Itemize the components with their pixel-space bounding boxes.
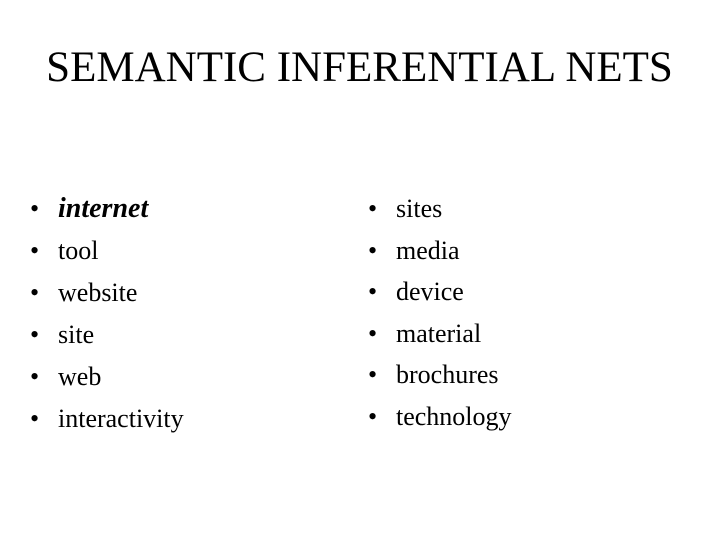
- list-item-text: material: [396, 318, 482, 348]
- list-item-text: technology: [396, 401, 512, 431]
- list-item: • tool: [30, 230, 184, 272]
- bullet-icon: •: [30, 404, 40, 433]
- list-item: • sites: [368, 188, 512, 230]
- bullet-icon: •: [368, 401, 378, 431]
- list-item: • technology: [368, 396, 512, 438]
- bullet-icon: •: [368, 318, 378, 348]
- bullet-icon: •: [30, 362, 40, 391]
- list-item-text: interactivity: [58, 404, 184, 433]
- list-item-text: device: [396, 277, 464, 306]
- slide-title: SEMANTIC INFERENTIAL NETS: [46, 44, 673, 91]
- list-item-text: sites: [396, 194, 443, 223]
- list-item: • website: [30, 272, 184, 314]
- bullet-icon: •: [368, 194, 378, 223]
- bullet-icon: •: [368, 235, 378, 265]
- right-term-list: • sites • media • device • material • brochur…: [368, 188, 512, 437]
- list-item-text: tool: [58, 236, 99, 265]
- list-item: • media: [368, 230, 512, 272]
- bullet-icon: •: [30, 320, 40, 349]
- list-item: • material: [368, 313, 512, 355]
- bullet-icon: •: [30, 194, 40, 223]
- bullet-icon: •: [368, 360, 378, 389]
- bullet-icon: •: [30, 236, 40, 265]
- list-item-text: brochures: [396, 360, 499, 389]
- list-item-text: site: [58, 320, 95, 349]
- list-item: • internet: [30, 188, 184, 230]
- bullet-icon: •: [368, 277, 378, 306]
- list-item: • brochures: [368, 354, 512, 396]
- list-item-text-emphasized: internet: [58, 193, 149, 224]
- list-item: • interactivity: [30, 398, 184, 440]
- list-item-text: website: [58, 278, 138, 307]
- list-item-text: media: [396, 235, 460, 265]
- left-term-list: • internet • tool • website • site • web • int…: [30, 188, 184, 440]
- list-item: • web: [30, 356, 184, 398]
- bullet-icon: •: [30, 278, 40, 307]
- list-item-text: web: [58, 362, 102, 391]
- list-item: • site: [30, 314, 184, 356]
- list-item: • device: [368, 271, 512, 313]
